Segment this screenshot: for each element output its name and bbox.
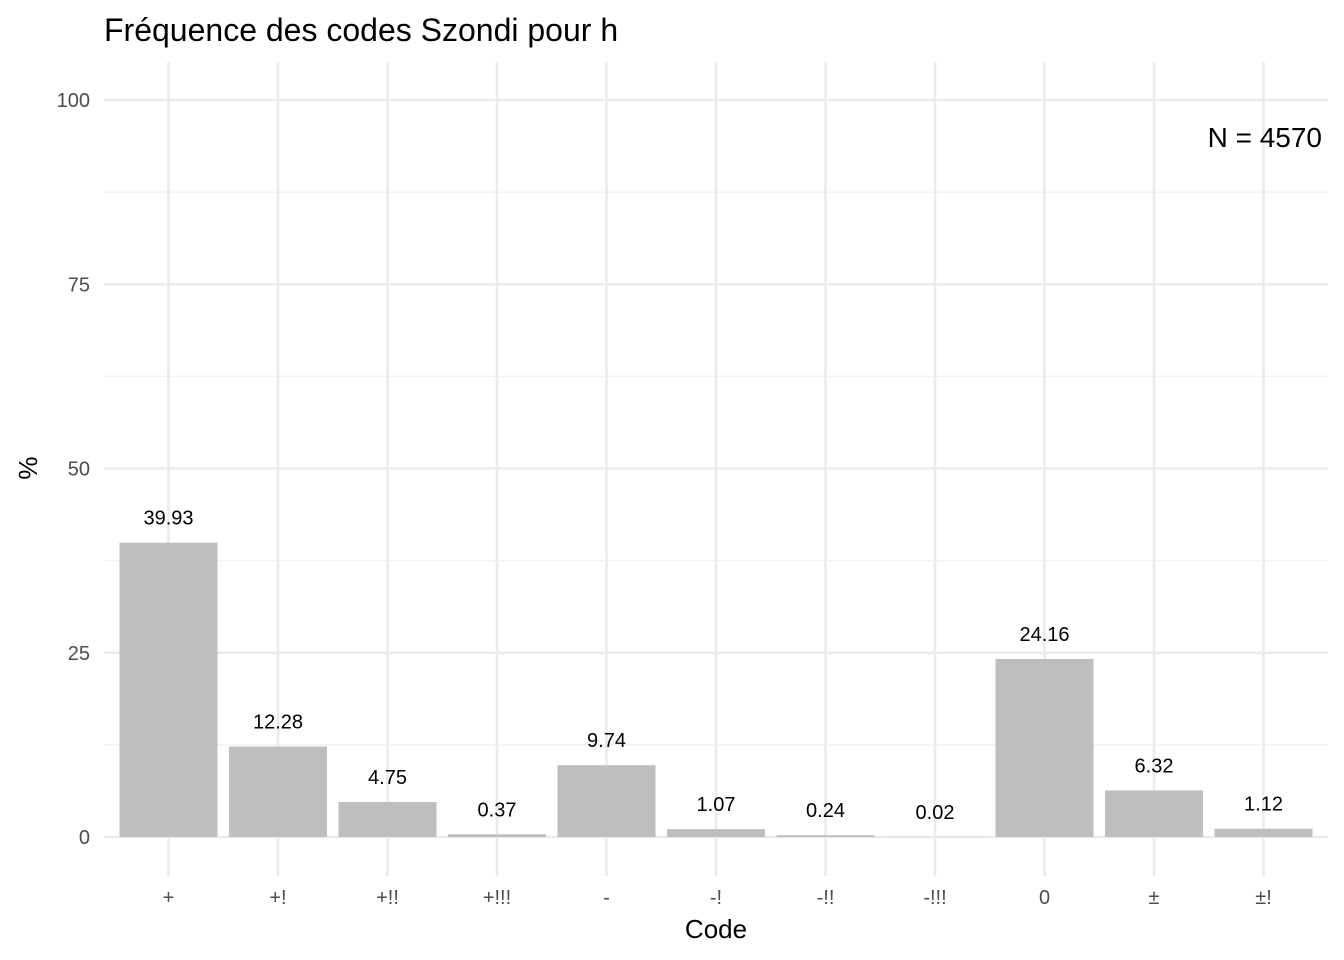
x-tick-label: 0 (1039, 887, 1050, 909)
y-tick-label: 100 (57, 90, 90, 112)
y-tick-label: 25 (68, 643, 90, 665)
x-axis-title: Code (685, 914, 747, 944)
sample-size-annotation: N = 4570 (1208, 122, 1322, 153)
bars (119, 542, 1313, 837)
x-tick-label: - (603, 887, 610, 909)
x-tick-label: +!!! (483, 887, 511, 909)
bar (229, 746, 327, 837)
y-tick-label: 0 (79, 827, 90, 849)
chart-title: Fréquence des codes Szondi pour h (104, 12, 618, 48)
bar-value-label: 0.02 (916, 802, 955, 824)
bar (557, 765, 656, 837)
x-axis-ticks: + +! +!! +!!! - -! -!! -!!! 0 ± ±! (163, 887, 1272, 909)
x-tick-label: -!! (817, 887, 835, 909)
x-tick-label: -! (710, 887, 722, 909)
bar (338, 801, 437, 837)
y-tick-label: 75 (68, 274, 90, 296)
bar (448, 834, 546, 837)
x-tick-label: ± (1149, 887, 1160, 909)
bar-value-label: 4.75 (368, 767, 407, 789)
bar-value-label: 1.12 (1244, 794, 1283, 816)
bar-value-label: 0.37 (478, 799, 517, 821)
bar-labels: 39.93 12.28 4.75 0.37 9.74 1.07 0.24 0.02 24.16 6… (143, 508, 1283, 824)
bar-value-label: 0.24 (806, 800, 845, 822)
bar-value-label: 6.32 (1135, 755, 1174, 777)
bar-value-label: 12.28 (253, 711, 303, 733)
x-tick-label: + (163, 887, 175, 909)
y-axis-ticks: 0 25 50 75 100 (57, 90, 90, 849)
bar (1214, 828, 1313, 837)
bar (776, 835, 875, 837)
y-tick-label: 50 (68, 459, 90, 481)
x-tick-label: +!! (376, 887, 399, 909)
bar (1105, 790, 1203, 837)
bar-value-label: 1.07 (697, 794, 736, 816)
bar-value-label: 39.93 (143, 508, 193, 530)
bar (667, 829, 765, 837)
bar-value-label: 9.74 (587, 730, 626, 752)
y-axis-title: % (13, 456, 43, 479)
bar (119, 542, 218, 837)
bar-value-label: 24.16 (1019, 624, 1069, 646)
bar (995, 658, 1094, 837)
x-tick-label: +! (269, 887, 286, 909)
x-tick-label: -!!! (923, 887, 946, 909)
x-tick-label: ±! (1255, 887, 1272, 909)
